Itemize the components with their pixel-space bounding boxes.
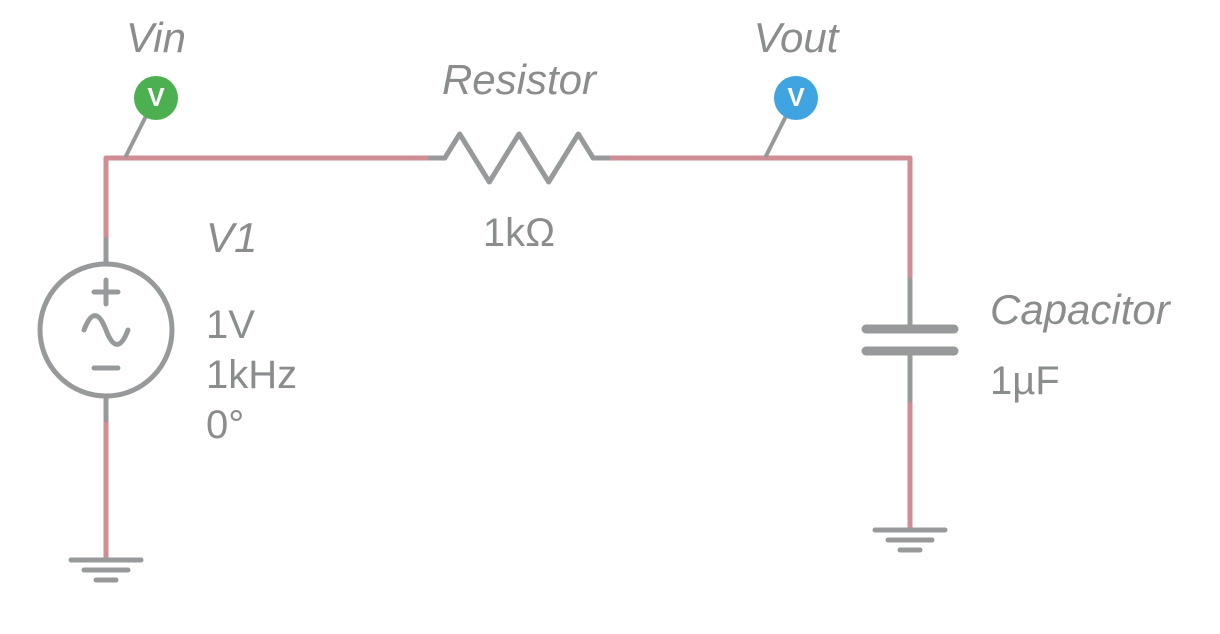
resistor-name-label: Resistor bbox=[442, 56, 598, 103]
capacitor[interactable] bbox=[866, 280, 954, 400]
probe-vout-label: Vout bbox=[754, 14, 841, 61]
source-amplitude-label: 1V bbox=[206, 303, 255, 347]
ground-symbol-left bbox=[71, 560, 141, 580]
resistor[interactable] bbox=[430, 134, 608, 182]
svg-text:V: V bbox=[787, 82, 805, 112]
source-phase-label: 0° bbox=[206, 403, 244, 447]
svg-text:V: V bbox=[147, 82, 165, 112]
capacitor-name-label: Capacitor bbox=[990, 286, 1172, 333]
ground-symbol-right bbox=[875, 530, 945, 550]
source-name-label: V1 bbox=[206, 214, 257, 261]
capacitor-value-label: 1µF bbox=[990, 359, 1060, 403]
resistor-value-label: 1kΩ bbox=[483, 211, 555, 255]
probe-vin-label: Vin bbox=[126, 14, 186, 61]
ac-voltage-source[interactable] bbox=[40, 240, 172, 420]
probe-vin[interactable]: V bbox=[126, 76, 178, 156]
circuit-schematic: V1 1V 1kHz 0° Resistor 1kΩ Capacitor 1µF… bbox=[0, 0, 1220, 634]
source-frequency-label: 1kHz bbox=[206, 353, 297, 397]
probe-vout[interactable]: V bbox=[766, 76, 818, 156]
